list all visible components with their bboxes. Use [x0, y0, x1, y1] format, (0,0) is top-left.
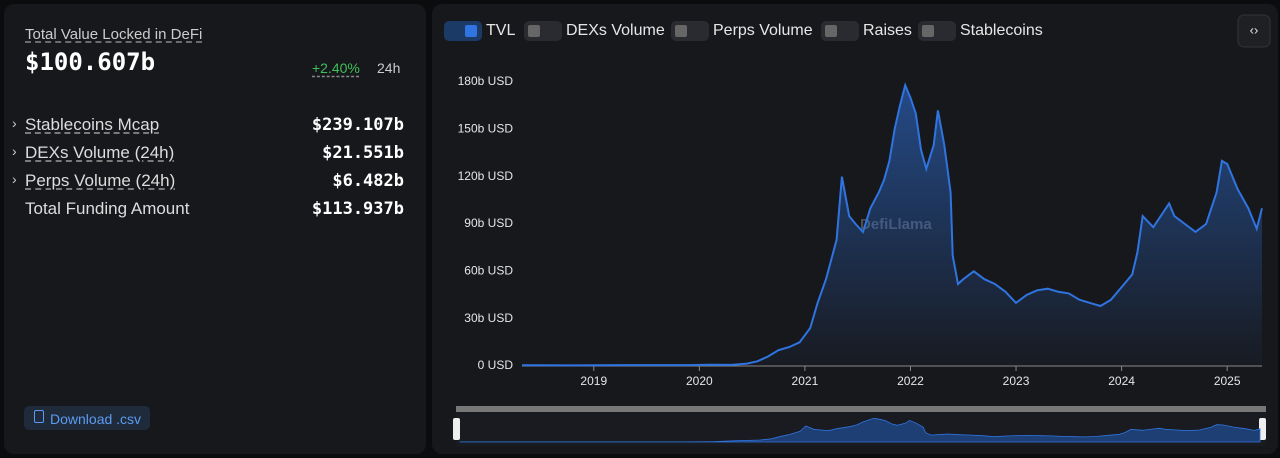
y-tick-label: 180b USD	[458, 74, 514, 88]
stat-value: $21.551b	[322, 143, 404, 163]
download-button[interactable]: Download .csv	[24, 406, 150, 430]
toggle-label: Raises	[863, 22, 912, 39]
brush-area	[459, 417, 1261, 443]
expand-chevron: ›	[12, 171, 17, 187]
x-tick-label: 2020	[686, 374, 713, 388]
y-tick-label: 150b USD	[458, 122, 514, 136]
stat-value: $239.107b	[311, 115, 404, 135]
x-tick-label: 2025	[1214, 374, 1241, 388]
stat-value: $113.937b	[311, 199, 404, 219]
y-tick-label: 30b USD	[464, 311, 513, 325]
stat-value: $6.482b	[332, 171, 404, 191]
stat-label: Total Funding Amount	[25, 199, 190, 218]
toggle-label: TVL	[486, 22, 515, 39]
toggle-knob	[922, 25, 934, 37]
x-tick-label: 2021	[792, 374, 819, 388]
brush-handle-bar[interactable]	[456, 406, 1266, 412]
download-icon	[34, 410, 44, 423]
x-tick-label: 2023	[1003, 374, 1030, 388]
tvl-change: +2.40%	[312, 60, 360, 76]
embed-icon: ‹›	[1250, 22, 1259, 37]
expand-chevron: ›	[12, 143, 17, 159]
stat-label[interactable]: Stablecoins Mcap	[25, 115, 160, 134]
stats-title: Total Value Locked in DeFi	[25, 26, 203, 43]
expand-chevron: ›	[12, 115, 17, 131]
toggle-label: Stablecoins	[960, 22, 1043, 39]
x-tick-label: 2019	[580, 374, 607, 388]
tvl-area	[522, 85, 1262, 366]
toggle-knob	[465, 25, 477, 37]
toggle-label: DEXs Volume	[566, 22, 665, 39]
stat-label[interactable]: DEXs Volume (24h)	[25, 143, 175, 162]
y-tick-label: 90b USD	[464, 216, 513, 230]
y-tick-label: 60b USD	[464, 264, 513, 278]
toggle-knob	[528, 25, 540, 37]
y-tick-label: 0 USD	[478, 358, 514, 372]
brush-handle-right[interactable]	[1259, 418, 1266, 440]
tvl-value: $100.607b	[25, 48, 156, 76]
x-tick-label: 2024	[1108, 374, 1135, 388]
toggle-label: Perps Volume	[713, 22, 813, 39]
embed-button[interactable]	[1237, 14, 1271, 48]
download-label: Download .csv	[50, 411, 142, 427]
x-tick-label: 2022	[897, 374, 924, 388]
y-tick-label: 120b USD	[458, 169, 514, 183]
tvl-period: 24h	[377, 60, 401, 76]
brush-handle-left[interactable]	[453, 418, 460, 440]
tvl-line	[522, 82, 1263, 367]
stat-label[interactable]: Perps Volume (24h)	[25, 171, 176, 190]
toggle-knob	[675, 25, 687, 37]
toggle-knob	[825, 25, 837, 37]
stats-panel: Total Value Locked in DeFi $100.607b +2.…	[4, 4, 426, 454]
